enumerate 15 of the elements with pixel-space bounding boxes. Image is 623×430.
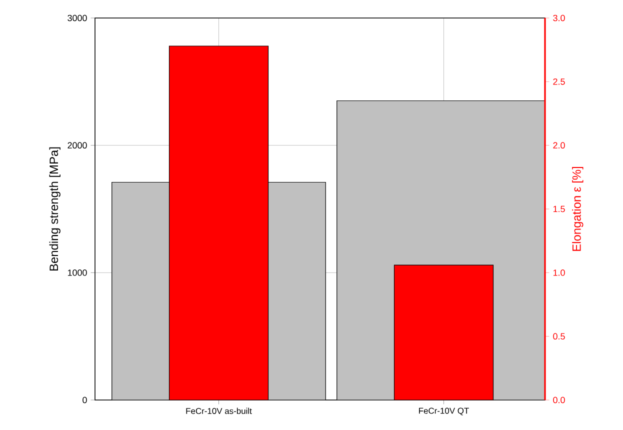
y2-tick-label: 1.5 [553, 206, 565, 212]
y-tick-label: 0 [82, 396, 87, 404]
y-tick-label: 3000 [68, 14, 87, 22]
x-tick-label: FeCr-10V QT [419, 408, 469, 416]
y2-tick-label: 3.0 [553, 14, 565, 22]
x-tick-label: FeCr-10V as-built [186, 408, 252, 414]
y-tick-label: 2000 [68, 142, 87, 149]
y-tick-label: 1000 [68, 269, 87, 276]
y-axis-title: Bending strength [MPa] [49, 147, 60, 270]
y2-tick-label: 2.0 [553, 142, 565, 149]
y2-tick-label: 0.0 [553, 396, 565, 404]
y2-tick-label: 1.0 [553, 269, 565, 276]
y2-tick-label: 2.5 [553, 78, 565, 85]
y2-axis-title: Elongation ε [%] [572, 166, 584, 251]
y2-tick-label: 0.5 [553, 333, 565, 340]
